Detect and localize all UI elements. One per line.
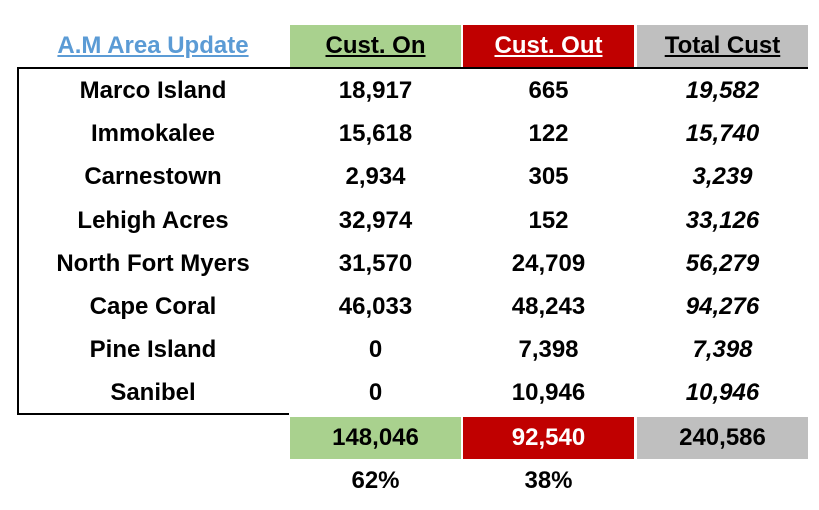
percentage: 38% — [524, 467, 573, 494]
total-cust: 19,582 — [685, 77, 760, 104]
area-name: Cape Coral — [89, 293, 217, 320]
cust-on: 0 — [368, 336, 383, 364]
area-name: Immokalee — [90, 120, 216, 148]
cust-out: 152 — [528, 206, 569, 234]
border-left — [17, 67, 19, 414]
border-top — [18, 67, 808, 69]
total-cust: 94,276 — [685, 293, 760, 320]
cust-on: 32,974 — [338, 206, 413, 234]
area-name: Carnestown — [84, 163, 222, 191]
cust-on: 15,618 — [338, 120, 413, 148]
total: 92,540 — [463, 417, 634, 459]
total-cust: 15,740 — [685, 120, 760, 148]
cust-on: 0 — [368, 379, 383, 407]
cust-out: 122 — [528, 120, 569, 148]
total-cust: 7,398 — [692, 336, 753, 364]
total: 148,046 — [290, 417, 461, 459]
cust-out: 48,243 — [511, 293, 586, 320]
cust-out: 305 — [528, 163, 569, 191]
border-bottom — [17, 413, 289, 415]
area-name: North Fort Myers — [56, 249, 250, 277]
area-name: Pine Island — [89, 336, 217, 364]
total-cust: 3,239 — [692, 163, 753, 191]
cust-out: 665 — [528, 77, 569, 104]
total-cust: 10,946 — [685, 379, 760, 407]
cust-on: 18,917 — [338, 77, 413, 104]
cust-on: 31,570 — [338, 249, 413, 277]
title: A.M Area Update — [57, 32, 249, 59]
total-cust: 33,126 — [685, 206, 760, 234]
cust-on: 2,934 — [345, 163, 406, 191]
column-header: Total Cust — [637, 25, 808, 67]
cust-out: 7,398 — [518, 336, 579, 364]
cust-on: 46,033 — [338, 293, 413, 320]
cust-out: 10,946 — [511, 379, 586, 407]
column-header: Cust. Out — [463, 25, 634, 67]
total: 240,586 — [637, 417, 808, 459]
area-name: Marco Island — [79, 77, 227, 104]
total-cust: 56,279 — [685, 249, 760, 277]
area-name: Sanibel — [110, 379, 196, 407]
cust-out: 24,709 — [511, 249, 586, 277]
column-header: Cust. On — [290, 25, 461, 67]
percentage: 62% — [351, 467, 400, 494]
area-name: Lehigh Acres — [77, 206, 229, 234]
